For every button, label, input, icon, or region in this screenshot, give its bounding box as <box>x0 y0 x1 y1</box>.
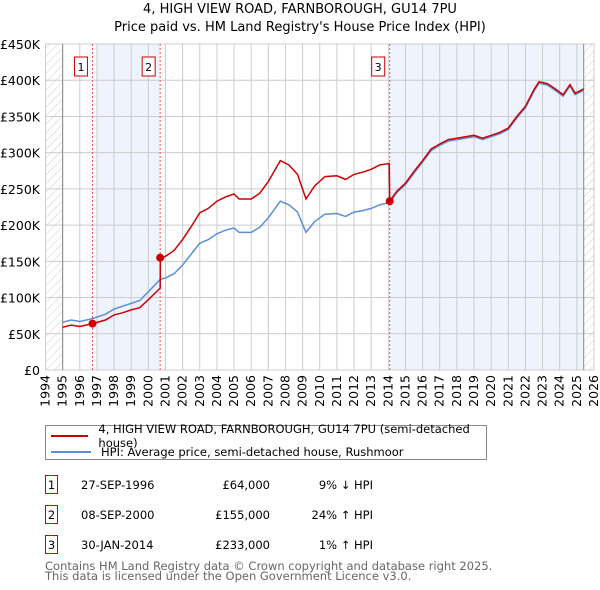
x-tick-label: 2010 <box>312 375 327 407</box>
sale-price: £233,000 <box>215 538 270 552</box>
x-tick-label: 2025 <box>569 375 584 407</box>
hpi-diff: 1% ↑ HPI <box>318 538 373 552</box>
marker-badge: 1 <box>45 475 58 494</box>
no-data-hatch <box>45 44 63 370</box>
y-tick-label: £100K <box>0 291 41 306</box>
x-tick-label: 2018 <box>449 375 464 407</box>
x-tick-label: 2022 <box>517 375 532 407</box>
x-tick-label: 2006 <box>243 375 258 407</box>
chart-subtitle: Price paid vs. HM Land Registry's House … <box>114 20 486 35</box>
transaction-row: 3 30-JAN-2014 £233,000 1% ↑ HPI <box>45 535 600 555</box>
blue-line-swatch <box>51 451 91 453</box>
hpi-diff: 24% ↑ HPI <box>311 508 373 522</box>
y-tick-label: £0 <box>24 363 40 378</box>
marker-badge: 3 <box>45 535 58 554</box>
sale-price: £64,000 <box>222 478 270 492</box>
plot-frame <box>45 43 595 371</box>
sale-number-box <box>371 56 386 77</box>
hpi-diff: 9% ↓ HPI <box>318 478 373 492</box>
x-tick-label: 2013 <box>363 375 378 407</box>
y-tick-label: £200K <box>0 218 41 233</box>
footer: Contains HM Land Registry data © Crown c… <box>45 559 493 583</box>
sale-point <box>88 319 97 328</box>
x-tick-label: 1994 <box>38 375 53 407</box>
sale-number-label: 3 <box>375 61 382 74</box>
x-tick-label: 2012 <box>346 375 361 407</box>
legend-item-hpi: HPI: Average price, semi-detached house,… <box>46 444 404 460</box>
y-tick-label: £150K <box>0 254 41 269</box>
sale-price: £155,000 <box>215 508 270 522</box>
legend-label-property: 4, HIGH VIEW ROAD, FARNBOROUGH, GU14 7PU… <box>98 422 470 450</box>
y-tick-label: £250K <box>0 182 41 197</box>
sale-date: 27-SEP-1996 <box>81 478 155 492</box>
x-tick-label: 2009 <box>295 375 310 407</box>
copyright-text: Contains HM Land Registry data © Crown c… <box>45 559 493 573</box>
x-tick-label: 2026 <box>586 375 600 407</box>
x-tick-label: 2014 <box>380 375 395 407</box>
y-tick-label: £50K <box>8 327 41 342</box>
legend-label-hpi: HPI: Average price, semi-detached house,… <box>101 445 404 459</box>
x-tick-label: 2002 <box>175 375 190 407</box>
x-tick-label: 2001 <box>157 375 172 407</box>
licence-text: This data is licensed under the Open Gov… <box>45 569 412 583</box>
y-tick-label: £400K <box>0 73 41 88</box>
x-tick-label: 2020 <box>483 375 498 407</box>
x-tick-label: 1998 <box>106 375 121 407</box>
legend-item-property: 4, HIGH VIEW ROAD, FARNBOROUGH, GU14 7PU… <box>46 422 486 450</box>
sale-number-box <box>141 56 156 77</box>
x-tick-label: 1996 <box>72 375 87 407</box>
shaded-period <box>96 44 161 370</box>
shaded-period <box>389 44 584 370</box>
marker-badge: 2 <box>45 505 58 524</box>
no-data-hatch <box>583 44 594 370</box>
y-tick-label: £350K <box>0 109 41 124</box>
x-tick-label: 2017 <box>432 375 447 407</box>
price-paid-line <box>62 80 585 329</box>
sale-number-label: 2 <box>145 61 152 74</box>
price-chart: 1994 1995 1996 1997 1998 1999 2000 2001 2002 2003… <box>0 37 600 407</box>
y-tick-label: £450K <box>0 37 41 52</box>
sale-number-label: 1 <box>77 61 84 74</box>
red-line-swatch <box>51 435 89 437</box>
sale-point <box>385 197 394 206</box>
x-tick-label: 2007 <box>260 375 275 407</box>
x-tick-label: 2021 <box>500 375 515 407</box>
x-tick-label: 1999 <box>123 375 138 407</box>
transaction-row: 2 08-SEP-2000 £155,000 24% ↑ HPI <box>45 505 600 525</box>
x-tick-label: 1997 <box>89 375 104 407</box>
x-tick-label: 2005 <box>226 375 241 407</box>
sale-number-box <box>73 56 88 77</box>
x-tick-label: 2004 <box>209 375 224 407</box>
x-tick-label: 2000 <box>140 375 155 407</box>
x-tick-label: 2003 <box>192 375 207 407</box>
sale-date: 30-JAN-2014 <box>81 538 154 552</box>
x-tick-label: 2024 <box>552 375 567 407</box>
x-tick-label: 2011 <box>329 375 344 407</box>
x-tick-label: 2015 <box>397 375 412 407</box>
x-tick-label: 2019 <box>466 375 481 407</box>
x-tick-label: 2023 <box>535 375 550 407</box>
y-tick-label: £300K <box>0 146 41 161</box>
transaction-row: 1 27-SEP-1996 £64,000 9% ↓ HPI <box>45 475 600 495</box>
legend: 4, HIGH VIEW ROAD, FARNBOROUGH, GU14 7PU… <box>45 422 487 460</box>
chart-title: 4, HIGH VIEW ROAD, FARNBOROUGH, GU14 7PU <box>143 2 457 17</box>
sale-point <box>156 253 165 262</box>
x-tick-label: 2016 <box>415 375 430 407</box>
x-tick-label: 1995 <box>55 375 70 407</box>
sale-date: 08-SEP-2000 <box>81 508 155 522</box>
x-tick-label: 2008 <box>277 375 292 407</box>
